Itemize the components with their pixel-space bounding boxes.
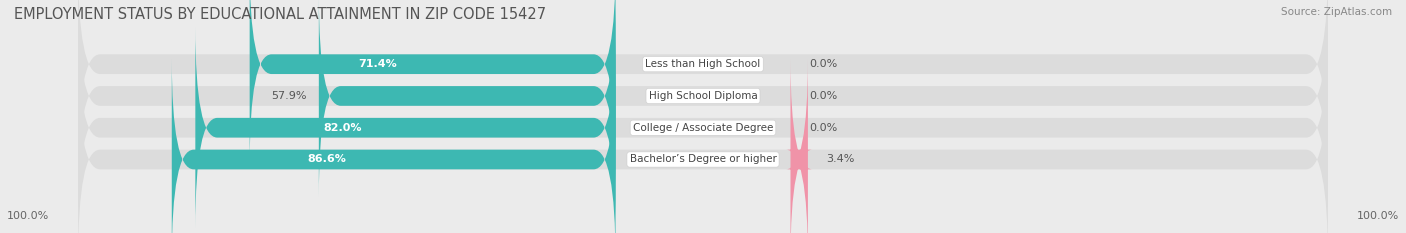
FancyBboxPatch shape bbox=[250, 0, 616, 165]
Text: 0.0%: 0.0% bbox=[810, 91, 838, 101]
Text: 57.9%: 57.9% bbox=[271, 91, 307, 101]
FancyBboxPatch shape bbox=[79, 0, 1327, 197]
FancyBboxPatch shape bbox=[786, 58, 813, 233]
FancyBboxPatch shape bbox=[79, 0, 1327, 165]
Text: 3.4%: 3.4% bbox=[827, 154, 855, 164]
Text: 82.0%: 82.0% bbox=[323, 123, 361, 133]
FancyBboxPatch shape bbox=[319, 0, 616, 197]
FancyBboxPatch shape bbox=[172, 58, 616, 233]
Text: 0.0%: 0.0% bbox=[810, 123, 838, 133]
Text: 0.0%: 0.0% bbox=[810, 59, 838, 69]
Text: 100.0%: 100.0% bbox=[1357, 211, 1399, 221]
Text: 100.0%: 100.0% bbox=[7, 211, 49, 221]
Text: Less than High School: Less than High School bbox=[645, 59, 761, 69]
FancyBboxPatch shape bbox=[79, 26, 1327, 229]
Text: Bachelor’s Degree or higher: Bachelor’s Degree or higher bbox=[630, 154, 776, 164]
Text: EMPLOYMENT STATUS BY EDUCATIONAL ATTAINMENT IN ZIP CODE 15427: EMPLOYMENT STATUS BY EDUCATIONAL ATTAINM… bbox=[14, 7, 546, 22]
FancyBboxPatch shape bbox=[79, 58, 1327, 233]
FancyBboxPatch shape bbox=[195, 26, 616, 229]
Text: Source: ZipAtlas.com: Source: ZipAtlas.com bbox=[1281, 7, 1392, 17]
Text: 86.6%: 86.6% bbox=[308, 154, 346, 164]
Text: 71.4%: 71.4% bbox=[359, 59, 396, 69]
Text: High School Diploma: High School Diploma bbox=[648, 91, 758, 101]
Text: College / Associate Degree: College / Associate Degree bbox=[633, 123, 773, 133]
